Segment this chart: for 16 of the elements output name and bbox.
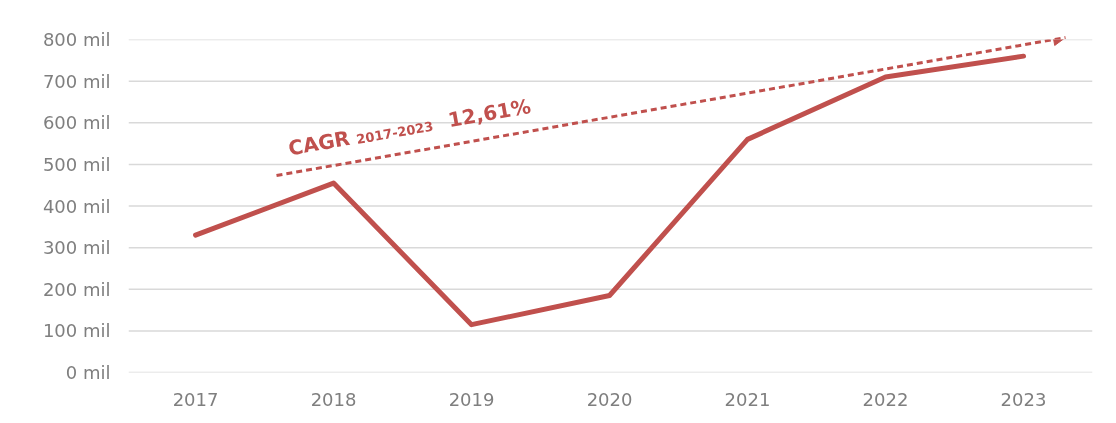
x-tick-label: 2020: [586, 388, 633, 410]
y-tick-label: 300 mil: [42, 237, 111, 259]
y-tick-label: 200 mil: [42, 278, 111, 300]
x-tick-label: 2019: [448, 388, 495, 410]
x-tick-label: 2023: [1000, 388, 1047, 410]
y-tick-label: 100 mil: [42, 320, 111, 342]
y-tick-label: 700 mil: [42, 70, 111, 92]
x-tick-label: 2021: [724, 388, 771, 410]
x-tick-label: 2018: [310, 388, 357, 410]
y-tick-label: 600 mil: [42, 112, 111, 134]
y-tick-label: 800 mil: [42, 29, 111, 50]
y-tick-label: 400 mil: [42, 195, 111, 217]
y-tick-label: 0 mil: [65, 362, 111, 383]
y-tick-label: 500 mil: [42, 153, 111, 175]
x-tick-label: 2017: [172, 388, 219, 410]
x-tick-label: 2022: [862, 388, 909, 410]
